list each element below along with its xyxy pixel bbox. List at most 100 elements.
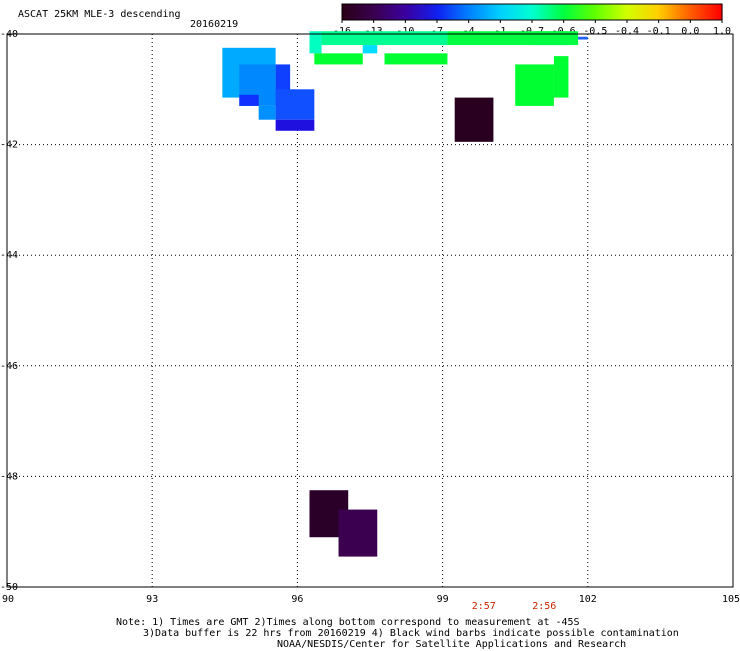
colorbar-segment: [404, 4, 407, 20]
colorbar-segment: [630, 4, 633, 20]
colorbar-segment: [602, 4, 605, 20]
colorbar-segment: [346, 4, 349, 20]
colorbar-segment: [464, 4, 467, 20]
colorbar-segment: [342, 4, 345, 20]
colorbar-segment: [674, 4, 677, 20]
colorbar-segment: [712, 4, 715, 20]
colorbar-segment: [448, 4, 451, 20]
colorbar-segment: [424, 4, 427, 20]
colorbar-segment: [348, 4, 351, 20]
colorbar-segment: [556, 4, 559, 20]
wind-cell: [515, 64, 554, 106]
colorbar-segment: [540, 4, 543, 20]
colorbar-segment: [466, 4, 469, 20]
colorbar-segment: [648, 4, 651, 20]
colorbar-segment: [552, 4, 555, 20]
colorbar-segment: [350, 4, 353, 20]
wind-cell: [384, 53, 448, 65]
colorbar-tick-label: 1.0: [713, 26, 731, 37]
colorbar-segment: [670, 4, 673, 20]
colorbar-segment: [538, 4, 541, 20]
colorbar-segment: [560, 4, 563, 20]
colorbar-segment: [412, 4, 415, 20]
colorbar-segment: [706, 4, 709, 20]
colorbar-segment: [614, 4, 617, 20]
colorbar-segment: [610, 4, 613, 20]
wind-cell: [314, 53, 363, 65]
colorbar-segment: [642, 4, 645, 20]
colorbar-segment: [428, 4, 431, 20]
colorbar-segment: [574, 4, 577, 20]
wind-data-cells: [222, 31, 588, 557]
colorbar-segment: [692, 4, 695, 20]
colorbar-segment: [468, 4, 471, 20]
colorbar-segment: [672, 4, 675, 20]
colorbar-segment: [636, 4, 639, 20]
colorbar-segment: [384, 4, 387, 20]
colorbar-segment: [532, 4, 535, 20]
wind-cell: [258, 105, 276, 120]
colorbar-segment: [440, 4, 443, 20]
colorbar-segment: [620, 4, 623, 20]
wind-cell: [578, 36, 588, 40]
colorbar-segment: [358, 4, 361, 20]
colorbar-segment: [472, 4, 475, 20]
colorbar-segment: [618, 4, 621, 20]
product-title: ASCAT 25KM MLE-3 descending: [18, 9, 181, 20]
latitude-tick-label: -44: [0, 250, 18, 261]
colorbar-segment: [580, 4, 583, 20]
colorbar-segment: [628, 4, 631, 20]
colorbar-segment: [634, 4, 637, 20]
colorbar-segment: [594, 4, 597, 20]
colorbar-segment: [458, 4, 461, 20]
colorbar-segment: [710, 4, 713, 20]
colorbar-segment: [690, 4, 693, 20]
colorbar-segment: [716, 4, 719, 20]
colorbar-segment: [626, 4, 629, 20]
colorbar-segment: [680, 4, 683, 20]
colorbar-segment: [498, 4, 501, 20]
longitude-tick-label: 96: [291, 594, 303, 605]
colorbar-segment: [414, 4, 417, 20]
colorbar-tick-label: -0.1: [647, 26, 671, 37]
colorbar-segment: [536, 4, 539, 20]
colorbar-segment: [564, 4, 567, 20]
colorbar-segment: [408, 4, 411, 20]
colorbar-segment: [390, 4, 393, 20]
colorbar-segment: [582, 4, 585, 20]
colorbar-segment: [476, 4, 479, 20]
colorbar-segment: [544, 4, 547, 20]
wind-cell: [338, 509, 378, 557]
colorbar-segment: [418, 4, 421, 20]
colorbar-segment: [524, 4, 527, 20]
wind-cell: [553, 56, 569, 98]
colorbar-segment: [624, 4, 627, 20]
colorbar-segment: [592, 4, 595, 20]
time-label: 2:56: [532, 601, 556, 612]
colorbar-tick-label: -0.4: [615, 26, 639, 37]
colorbar-segment: [576, 4, 579, 20]
colorbar-segment: [528, 4, 531, 20]
colorbar-segment: [516, 4, 519, 20]
colorbar-segment: [512, 4, 515, 20]
colorbar-segment: [388, 4, 391, 20]
colorbar-segment: [356, 4, 359, 20]
colorbar-segment: [406, 4, 409, 20]
colorbar-segment: [502, 4, 505, 20]
colorbar-segment: [454, 4, 457, 20]
colorbar-segment: [420, 4, 423, 20]
colorbar-segment: [426, 4, 429, 20]
colorbar-segment: [360, 4, 363, 20]
colorbar-segment: [668, 4, 671, 20]
colorbar-segment: [562, 4, 565, 20]
colorbar-segment: [586, 4, 589, 20]
colorbar-segment: [422, 4, 425, 20]
time-labels: 2:57 2:56: [472, 601, 557, 612]
colorbar-segment: [654, 4, 657, 20]
colorbar-segment: [368, 4, 371, 20]
colorbar-segment: [462, 4, 465, 20]
colorbar-segment: [656, 4, 659, 20]
colorbar-segment: [520, 4, 523, 20]
colorbar-segment: [456, 4, 459, 20]
